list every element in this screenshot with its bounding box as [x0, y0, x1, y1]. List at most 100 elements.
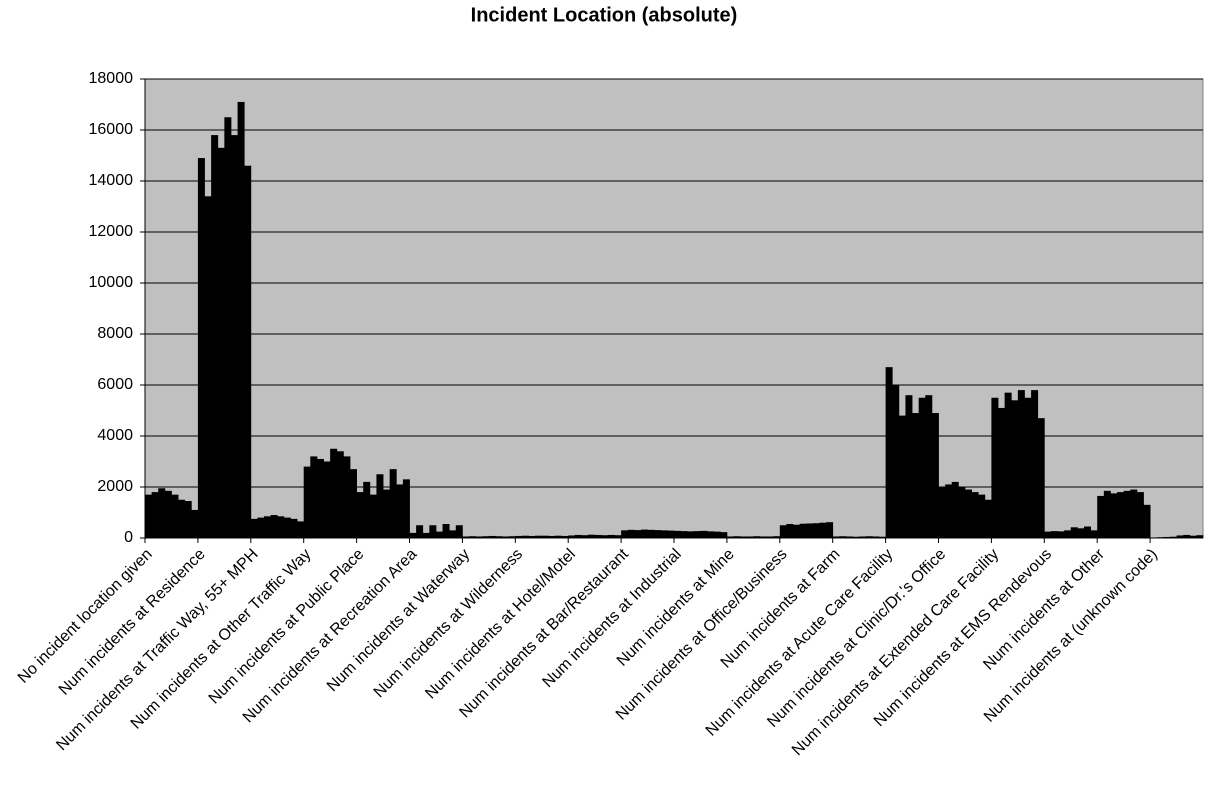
y-tick-label: 8000	[97, 325, 133, 342]
bar	[528, 535, 536, 538]
bar	[978, 494, 986, 538]
bar	[475, 536, 483, 538]
bar	[191, 509, 199, 538]
bar	[554, 535, 562, 538]
bar	[1130, 489, 1138, 538]
bar	[1163, 536, 1171, 538]
bar	[1057, 531, 1065, 538]
bar	[984, 499, 992, 538]
bar	[230, 135, 238, 538]
bar	[158, 488, 166, 538]
bar	[799, 523, 807, 538]
bar	[1011, 400, 1019, 538]
bar	[1136, 492, 1144, 538]
bar	[1004, 392, 1012, 538]
bar	[720, 532, 728, 538]
bar	[931, 413, 939, 538]
bar	[297, 521, 305, 538]
bar	[647, 529, 655, 538]
bar	[839, 536, 847, 538]
bar	[482, 536, 490, 538]
bar	[442, 523, 450, 538]
bar	[753, 536, 761, 538]
bar	[759, 536, 767, 538]
bar	[958, 487, 966, 538]
bar	[733, 536, 741, 538]
bar	[495, 536, 503, 538]
bar	[998, 407, 1006, 538]
bar	[204, 196, 212, 539]
bar	[925, 395, 933, 538]
y-tick-label: 18000	[89, 70, 134, 87]
bar	[277, 516, 285, 538]
bar	[898, 415, 906, 538]
bar	[416, 525, 424, 538]
bar	[515, 535, 523, 538]
bar	[845, 536, 853, 538]
bar	[607, 534, 615, 538]
bar	[422, 532, 430, 538]
bar	[396, 484, 404, 538]
bar	[455, 525, 463, 538]
bar	[885, 367, 893, 538]
y-tick-label: 16000	[89, 121, 134, 138]
bar	[872, 536, 880, 538]
bar	[171, 494, 179, 538]
bar	[773, 536, 781, 538]
bar	[164, 490, 172, 538]
bar	[912, 413, 920, 538]
bar	[892, 385, 900, 538]
y-tick-label: 4000	[97, 427, 133, 444]
bar	[971, 492, 979, 538]
bar	[568, 535, 576, 538]
bar	[627, 529, 635, 538]
bar	[806, 523, 814, 538]
bar	[1196, 535, 1204, 538]
bar	[865, 536, 873, 538]
bar	[621, 530, 629, 538]
bar	[819, 522, 827, 538]
bar	[746, 536, 754, 538]
bar	[1077, 528, 1085, 538]
bar	[237, 101, 245, 538]
y-tick-label: 14000	[89, 172, 134, 189]
bar	[303, 466, 311, 538]
bar	[548, 535, 556, 538]
y-tick-label: 10000	[89, 274, 134, 291]
bar	[449, 530, 457, 538]
y-tick-label: 2000	[97, 478, 133, 495]
bar	[316, 458, 324, 538]
bar	[363, 481, 371, 538]
bar	[1097, 495, 1105, 538]
bar	[290, 518, 298, 538]
bar	[766, 536, 774, 538]
x-tick-label: Num incidents at Acute Care Facility	[703, 546, 897, 740]
bar	[951, 481, 959, 538]
bar	[469, 536, 477, 538]
bar	[151, 492, 159, 538]
bar	[1183, 534, 1191, 538]
bar	[264, 516, 272, 538]
bar	[389, 469, 397, 538]
bar	[1189, 535, 1197, 538]
bar	[369, 494, 377, 538]
bar	[1070, 527, 1078, 538]
y-tick-label: 12000	[89, 223, 134, 240]
bar	[561, 535, 569, 538]
bar	[707, 531, 715, 538]
bar	[594, 534, 602, 538]
bar	[786, 523, 794, 538]
bar	[660, 530, 668, 538]
bar	[674, 530, 682, 538]
bar	[197, 158, 205, 539]
bar	[793, 524, 801, 538]
x-tick-label: Num incidents at Traffic Way, 55+ MPH	[53, 546, 261, 754]
y-tick-label: 0	[124, 529, 133, 546]
bar	[1024, 397, 1032, 538]
bar	[224, 117, 232, 538]
bar	[640, 529, 648, 538]
bar	[145, 494, 153, 538]
bar	[488, 535, 496, 538]
